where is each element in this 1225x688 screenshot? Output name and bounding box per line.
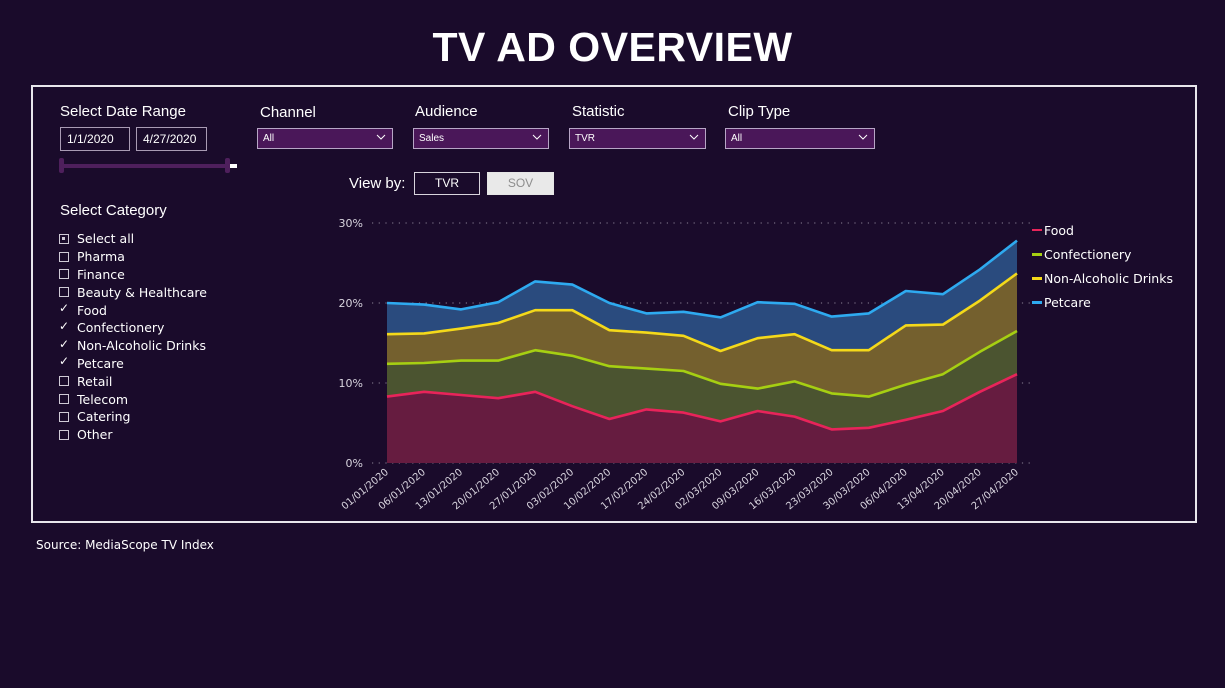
category-item-label: Catering (77, 409, 131, 425)
area-non-alcoholic-drinks (387, 273, 1017, 397)
line-petcare (386, 239, 1018, 319)
audience-value: Sales (419, 133, 445, 144)
category-item-label: Select all (77, 231, 135, 247)
y-tick-label: 0% (346, 457, 363, 470)
category-item[interactable]: Select all (59, 230, 207, 248)
slider-end-handle[interactable] (225, 158, 230, 173)
category-item[interactable]: Non-Alcoholic Drinks (59, 337, 207, 355)
legend-label: Non-Alcoholic Drinks (1044, 270, 1173, 286)
source-note: Source: MediaScope TV Index (36, 538, 214, 552)
dashboard-frame (31, 85, 1197, 523)
y-tick-label: 30% (339, 217, 363, 230)
legend-item[interactable]: Petcare (1032, 291, 1173, 315)
date-range-slider[interactable] (61, 164, 229, 168)
legend-item[interactable]: Food (1032, 218, 1173, 242)
view-by-sov-button[interactable]: SOV (487, 172, 554, 195)
category-list: Select all Pharma Finance Beauty & Healthca… (59, 230, 207, 444)
category-item-label: Beauty & Healthcare (77, 284, 207, 300)
legend-swatch-icon (1032, 301, 1042, 304)
category-item[interactable]: Confectionery (59, 319, 207, 337)
y-tick-label: 10% (339, 377, 363, 390)
category-item-label: Pharma (77, 249, 125, 265)
view-by-label: View by: (349, 175, 406, 192)
legend-swatch-icon (1032, 228, 1042, 232)
page-title: TV AD OVERVIEW (432, 24, 793, 70)
checkbox-empty-icon[interactable] (59, 411, 69, 422)
checkbox-empty-icon[interactable] (59, 251, 69, 262)
line-confectionery (386, 329, 1018, 398)
legend-label: Food (1044, 222, 1074, 238)
category-item-label: Finance (77, 266, 125, 282)
category-item-label: Other (77, 427, 113, 443)
chart-legend: Food Confectionery Non-Alcoholic Drinks Pet… (1032, 218, 1173, 315)
checkbox-checked-icon[interactable] (59, 301, 69, 316)
checkbox-empty-icon[interactable] (59, 287, 69, 298)
checkbox-empty-icon[interactable] (59, 376, 69, 387)
checkbox-empty-icon[interactable] (59, 394, 69, 405)
area-petcare (387, 240, 1017, 351)
legend-swatch-icon (1032, 277, 1042, 280)
checkbox-empty-icon[interactable] (59, 429, 69, 440)
category-label: Select Category (60, 202, 167, 219)
audience-dropdown[interactable]: Sales (413, 128, 549, 149)
audience-label: Audience (415, 103, 478, 120)
category-item[interactable]: Catering (59, 408, 207, 426)
line-non-alcoholic-drinks (386, 272, 1018, 353)
category-item[interactable]: Petcare (59, 354, 207, 373)
checkbox-empty-icon[interactable] (59, 269, 69, 280)
y-tick-label: 20% (339, 297, 363, 310)
category-item-label: Confectionery (77, 320, 165, 336)
category-item-label: Non-Alcoholic Drinks (77, 338, 206, 354)
statistic-label: Statistic (572, 103, 625, 120)
category-item-label: Petcare (77, 355, 124, 371)
checkbox-checked-icon[interactable] (59, 337, 69, 351)
statistic-dropdown[interactable]: TVR (569, 128, 706, 149)
legend-swatch-icon (1032, 253, 1042, 256)
checkbox-checked-icon[interactable] (59, 319, 69, 333)
chevron-down-icon (376, 134, 386, 140)
chevron-down-icon (858, 134, 868, 140)
channel-dropdown[interactable]: All (257, 128, 393, 149)
checkbox-partial-icon[interactable] (59, 233, 69, 244)
legend-item[interactable]: Non-Alcoholic Drinks (1032, 266, 1173, 290)
end-date-input[interactable]: 4/27/2020 (136, 127, 207, 151)
channel-value: All (263, 133, 275, 144)
category-item[interactable]: Finance (59, 266, 207, 284)
clip-type-value: All (731, 133, 743, 144)
slider-end-marker (230, 164, 237, 168)
category-item[interactable]: Food (59, 301, 207, 319)
line-food (386, 373, 1018, 431)
category-item[interactable]: Pharma (59, 248, 207, 266)
category-item[interactable]: Retail (59, 372, 207, 390)
chevron-down-icon (689, 134, 699, 140)
channel-label: Channel (260, 104, 316, 121)
category-item-label: Retail (77, 373, 113, 389)
clip-type-label: Clip Type (728, 103, 791, 120)
category-item-label: Food (77, 302, 107, 318)
view-by-tvr-button[interactable]: TVR (414, 172, 480, 195)
date-range-label: Select Date Range (60, 103, 186, 120)
legend-item[interactable]: Confectionery (1032, 242, 1173, 266)
chevron-down-icon (532, 134, 542, 140)
clip-type-dropdown[interactable]: All (725, 128, 875, 149)
slider-start-handle[interactable] (59, 158, 64, 173)
checkbox-checked-icon[interactable] (59, 354, 69, 369)
category-item[interactable]: Telecom (59, 390, 207, 408)
statistic-value: TVR (575, 133, 595, 144)
category-item-label: Telecom (77, 391, 129, 407)
start-date-input[interactable]: 1/1/2020 (60, 127, 130, 151)
category-item[interactable]: Other (59, 426, 207, 444)
legend-label: Confectionery (1044, 246, 1132, 262)
legend-label: Petcare (1044, 295, 1091, 311)
area-confectionery (387, 331, 1017, 430)
category-item[interactable]: Beauty & Healthcare (59, 283, 207, 301)
